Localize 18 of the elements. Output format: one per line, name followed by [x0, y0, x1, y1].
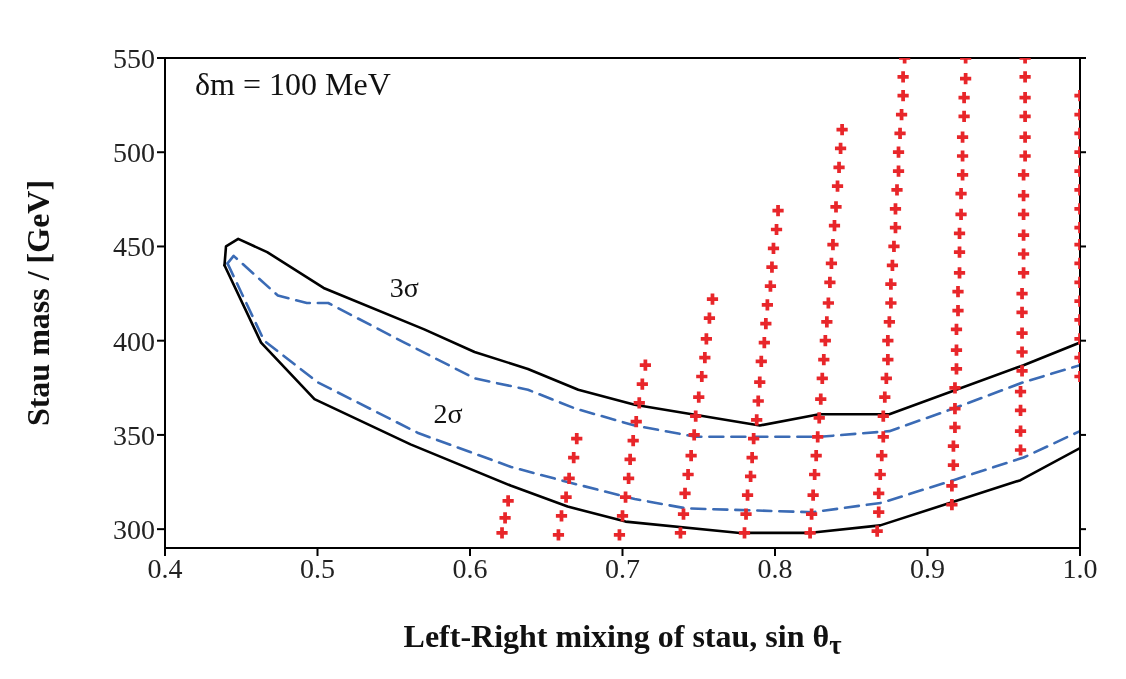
series-label: 2σ: [433, 397, 463, 429]
y-tick-label: 550: [113, 42, 155, 74]
y-tick-label: 350: [113, 419, 155, 451]
x-tick-label: 0.9: [910, 552, 945, 584]
x-tick-label: 0.7: [605, 552, 640, 584]
y-tick-label: 300: [113, 514, 155, 546]
x-tick-label: 0.5: [300, 552, 335, 584]
y-tick-label: 400: [113, 325, 155, 357]
y-tick-label: 450: [113, 231, 155, 263]
y-tick-label: 500: [113, 137, 155, 169]
annotation: δm = 100 MeV: [195, 66, 391, 103]
series-label: 3σ: [389, 272, 419, 304]
x-axis-title: Left-Right mixing of stau, sin θ$_{τ}$: [402, 618, 843, 662]
y-axis-title: Stau mass / [GeV]: [19, 179, 57, 427]
x-tick-label: 0.6: [452, 552, 488, 584]
x-tick-label: 1.0: [1062, 552, 1098, 584]
x-tick-label: 0.4: [147, 552, 183, 584]
x-tick-label: 0.8: [757, 552, 793, 584]
